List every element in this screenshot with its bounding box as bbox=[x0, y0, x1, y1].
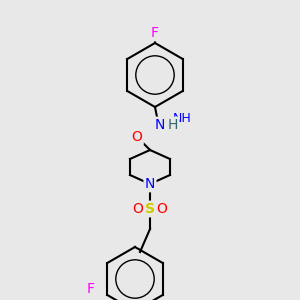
Text: N: N bbox=[155, 118, 165, 132]
Text: S: S bbox=[145, 202, 155, 216]
Text: O: O bbox=[132, 130, 142, 144]
Text: F: F bbox=[151, 26, 159, 40]
Text: NH: NH bbox=[173, 112, 192, 125]
Text: O: O bbox=[133, 202, 143, 216]
Text: F: F bbox=[87, 282, 95, 296]
Text: N: N bbox=[145, 177, 155, 191]
Text: H: H bbox=[168, 118, 178, 132]
Text: O: O bbox=[157, 202, 167, 216]
